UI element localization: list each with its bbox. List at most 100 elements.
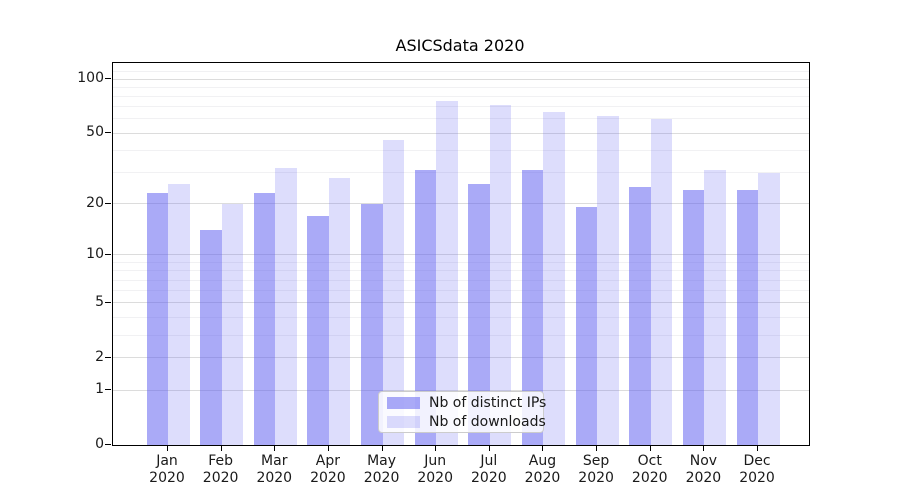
- x-tick-month: Jul: [480, 453, 498, 469]
- gridline-minor: [113, 106, 809, 107]
- x-tick-mark: [649, 445, 651, 451]
- bar-sep-downloads: [597, 116, 619, 445]
- bar-aug-downloads: [543, 111, 565, 445]
- gridline-major: [113, 203, 809, 204]
- x-tick-mark: [542, 445, 544, 451]
- legend-item-downloads: Nb of downloads: [387, 414, 546, 430]
- x-tick-mark: [703, 445, 705, 451]
- bar-oct-ips: [629, 186, 651, 445]
- gridline-minor: [113, 118, 809, 119]
- bar-nov-downloads: [704, 170, 726, 445]
- bar-sep-ips: [575, 207, 598, 445]
- x-tick-year: 2020: [739, 470, 775, 486]
- y-tick-mark: [105, 78, 111, 79]
- x-tick-label-feb: Feb 2020: [189, 453, 253, 487]
- bar-jan-ips: [146, 192, 168, 445]
- bar-may-ips: [361, 203, 383, 445]
- gridline-major: [113, 133, 809, 134]
- x-tick-month: Jun: [424, 453, 447, 469]
- bar-may-downloads: [382, 139, 405, 445]
- y-tick-label: 1: [95, 381, 104, 398]
- x-tick-year: 2020: [578, 470, 614, 486]
- x-tick-year: 2020: [417, 470, 453, 486]
- x-tick-mark: [435, 445, 437, 451]
- x-tick-month: Oct: [637, 453, 662, 469]
- gridline-minor: [113, 150, 809, 151]
- x-tick-mark: [596, 445, 598, 451]
- x-tick-year: 2020: [471, 470, 507, 486]
- y-tick-label: 20: [86, 194, 104, 211]
- bar-jul-ips: [468, 183, 490, 445]
- bar-aug-ips: [521, 170, 544, 445]
- y-tick-label: 10: [86, 245, 104, 262]
- gridline-minor: [113, 262, 809, 263]
- legend: Nb of distinct IPs Nb of downloads: [378, 391, 546, 433]
- x-tick-year: 2020: [685, 470, 722, 486]
- gridline-minor: [113, 317, 809, 318]
- legend-swatch-distinct-ips: [387, 396, 420, 409]
- x-tick-month: May: [367, 453, 397, 469]
- gridline-minor: [113, 172, 809, 173]
- gridline-major: [113, 390, 809, 391]
- x-tick-year: 2020: [202, 470, 239, 486]
- y-tick-mark: [105, 356, 111, 358]
- x-tick-month: Mar: [261, 453, 288, 469]
- y-tick-mark: [105, 444, 111, 445]
- y-tick-label: 0: [95, 436, 104, 452]
- x-tick-month: Sep: [582, 453, 610, 469]
- x-tick-label-dec: Dec 2020: [725, 453, 789, 487]
- x-tick-month: Jan: [156, 453, 178, 469]
- legend-swatch-downloads: [387, 415, 420, 428]
- y-tick-label: 100: [77, 70, 104, 86]
- y-tick-mark: [105, 301, 111, 303]
- x-tick-label-oct: Oct 2020: [618, 453, 682, 487]
- gridline-major: [113, 302, 809, 303]
- x-tick-month: Dec: [743, 453, 771, 469]
- x-tick-year: 2020: [524, 470, 561, 486]
- gridline-minor: [113, 290, 809, 291]
- legend-label-downloads: Nb of downloads: [429, 413, 546, 430]
- bar-feb-downloads: [221, 203, 244, 445]
- legend-item-distinct-ips: Nb of distinct IPs: [387, 395, 546, 411]
- bar-apr-ips: [307, 215, 329, 445]
- bar-jul-downloads: [489, 104, 512, 445]
- gridline-major: [113, 79, 809, 80]
- bar-apr-downloads: [328, 177, 351, 445]
- x-tick-mark: [757, 445, 759, 451]
- bar-dec-ips: [736, 189, 759, 445]
- chart-title: ASICSdata 2020: [395, 36, 525, 55]
- gridline-minor: [113, 280, 809, 281]
- x-tick-month: Feb: [208, 453, 234, 469]
- x-tick-label-may: May 2020: [350, 453, 414, 487]
- x-tick-label-mar: Mar 2020: [242, 453, 306, 487]
- x-tick-mark: [327, 445, 329, 451]
- bar-oct-downloads: [650, 118, 673, 445]
- legend-label-distinct-ips: Nb of distinct IPs: [429, 394, 547, 411]
- y-tick-label: 5: [95, 293, 104, 310]
- y-tick-label: 50: [86, 124, 104, 141]
- x-tick-label-jul: Jul 2020: [457, 453, 521, 487]
- gridline-minor: [113, 71, 809, 72]
- x-tick-label-jun: Jun 2020: [403, 453, 467, 487]
- bar-jun-ips: [414, 170, 437, 445]
- gridline-major: [113, 357, 809, 358]
- gridline-major: [113, 254, 809, 255]
- gridline-minor: [113, 270, 809, 271]
- bar-feb-ips: [200, 230, 222, 445]
- x-tick-label-nov: Nov 2020: [671, 453, 735, 487]
- y-tick-mark: [105, 132, 111, 134]
- x-tick-label-sep: Sep 2020: [564, 453, 628, 487]
- x-tick-year: 2020: [256, 470, 293, 486]
- x-tick-month: Apr: [315, 453, 341, 469]
- x-tick-year: 2020: [310, 470, 346, 486]
- gridline-minor: [113, 87, 809, 88]
- gridline-minor: [113, 96, 809, 97]
- bar-mar-ips: [253, 192, 276, 445]
- bar-nov-ips: [682, 189, 705, 445]
- bar-jan-downloads: [168, 183, 190, 445]
- y-tick-mark: [105, 202, 111, 204]
- x-tick-mark: [381, 445, 383, 451]
- x-tick-mark: [488, 445, 490, 451]
- x-tick-month: Aug: [528, 453, 557, 469]
